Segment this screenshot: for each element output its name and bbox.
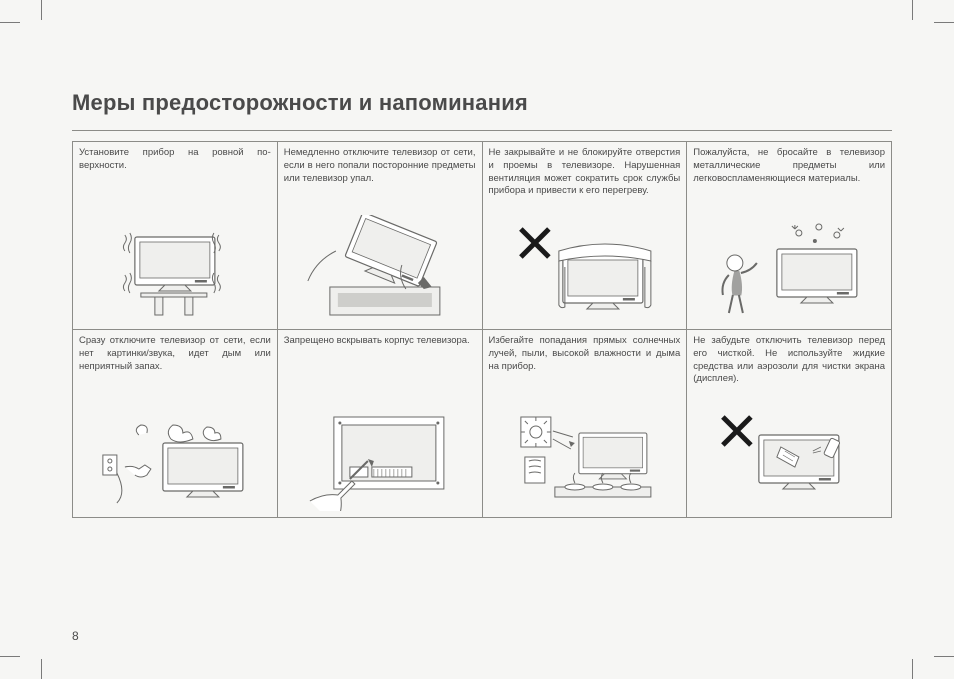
precaution-text: Избегайте попадания прямых солнечных луч… [489,335,681,399]
precaution-text: Не забудьте отключить телевизор перед ег… [693,335,885,399]
crop-mark [912,659,913,679]
precaution-illustration-covered-tv-cross [489,211,681,323]
precaution-cell: Немедленно отключите телеви­зор от сети,… [277,142,482,330]
precaution-cell: Установите прибор на ровной по­верхности… [73,142,278,330]
precaution-illustration-child-throwing [693,211,885,323]
precaution-illustration-sun-steam [489,399,681,511]
precaution-illustration-cleaning-cross [693,399,885,511]
title-rule [72,130,892,131]
precaution-text: Пожалуйста, не бросайте в теле­визор мет… [693,147,885,211]
crop-mark [934,656,954,657]
precaution-cell: Пожалуйста, не бросайте в теле­визор мет… [687,142,892,330]
crop-mark [41,0,42,20]
precaution-cell: Сразу отключите телевизор от сети, если … [73,330,278,518]
page-title: Меры предосторожности и напоминания [72,90,892,116]
precaution-illustration-screwdriver-back [284,399,476,511]
page: Меры предосторожности и напоминания Уста… [0,0,954,679]
crop-mark [912,0,913,20]
precaution-cell: Не закрывайте и не блокируйте от­верстия… [482,142,687,330]
precaution-text: Установите прибор на ровной по­верхности… [79,147,271,211]
precaution-cell: Не забудьте отключить телевизор перед ег… [687,330,892,518]
precaution-text: Запрещено вскрывать корпус те­левизора. [284,335,476,399]
crop-mark [934,22,954,23]
precaution-text: Немедленно отключите телеви­зор от сети,… [284,147,476,211]
precaution-cell: Запрещено вскрывать корпус те­левизора. [277,330,482,518]
precaution-cell: Избегайте попадания прямых солнечных луч… [482,330,687,518]
crop-mark [41,659,42,679]
page-number: 8 [72,629,79,643]
content: Меры предосторожности и напоминания Уста… [72,90,892,518]
crop-mark [0,22,20,23]
precaution-text: Не закрывайте и не блокируйте от­верстия… [489,147,681,211]
precaution-illustration-smoke-unplug [79,399,271,511]
precaution-illustration-falling-tv [284,211,476,323]
crop-mark [0,656,20,657]
precaution-text: Сразу отключите телевизор от сети, если … [79,335,271,399]
precautions-table: Установите прибор на ровной по­верхности… [72,141,892,518]
precaution-illustration-flat-surface [79,211,271,323]
